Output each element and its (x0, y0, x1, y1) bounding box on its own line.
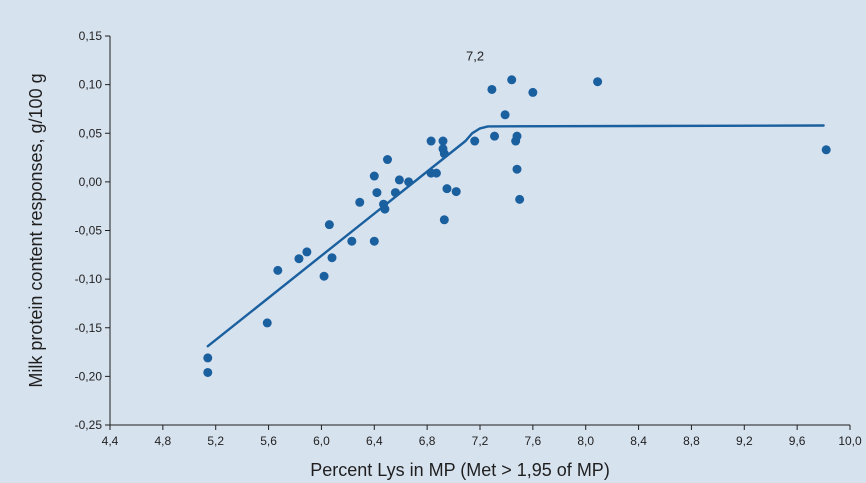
data-point (512, 164, 522, 174)
x-tick-label: 10,0 (838, 434, 862, 448)
x-tick-label: 6,0 (313, 434, 330, 448)
x-tick-label: 7,2 (472, 434, 489, 448)
data-point (203, 353, 213, 363)
data-point (451, 187, 461, 197)
y-tick-label: -0,25 (75, 418, 103, 432)
x-axis-label: Percent Lys in MP (Met > 1,95 of MP) (310, 460, 610, 480)
data-point (593, 77, 603, 87)
data-point (327, 253, 337, 263)
data-point (383, 155, 392, 165)
data-point (273, 265, 283, 275)
data-point (442, 184, 452, 194)
data-point (390, 188, 400, 198)
x-tick-label: 9,6 (789, 434, 806, 448)
data-point (528, 87, 538, 97)
data-point (319, 271, 329, 281)
data-point (821, 145, 831, 155)
data-point (438, 136, 448, 146)
data-point (487, 84, 497, 94)
axes (109, 36, 850, 426)
data-point (507, 75, 517, 85)
y-ticks: 0,15 0,10 0,05 0,00 -0,05 -0,10 -0,15 -0,20 -0,2… (75, 29, 110, 432)
data-point (490, 131, 500, 141)
data-point (203, 367, 213, 377)
data-point (294, 254, 304, 264)
data-point (512, 131, 522, 141)
data-point (439, 215, 449, 225)
data-point (500, 110, 510, 120)
y-axis-label: Milk protein content responses, g/100 g (26, 73, 46, 387)
x-tick-label: 8,8 (683, 434, 700, 448)
x-tick-label: 6,4 (366, 434, 383, 448)
data-point (431, 168, 441, 178)
data-point (439, 149, 449, 159)
x-tick-label: 8,0 (577, 434, 594, 448)
data-point (262, 318, 272, 328)
y-tick-label: -0,20 (75, 369, 103, 383)
x-tick-label: 4,8 (155, 434, 172, 448)
y-tick-label: -0,15 (75, 321, 103, 335)
data-point (369, 171, 379, 181)
fit-line-group (206, 124, 825, 348)
data-point (324, 220, 334, 230)
data-point (404, 177, 414, 187)
data-point (426, 136, 436, 146)
x-tick-label: 5,2 (207, 434, 224, 448)
x-tick-label: 7,6 (525, 434, 542, 448)
x-tick-label: 5,6 (260, 434, 277, 448)
x-ticks: 4,4 4,8 5,2 5,6 6,0 6,4 6,8 7,2 7,6 8,0 8,4 8,8 9,2 9… (102, 425, 862, 448)
data-point (369, 236, 379, 246)
data-point (394, 175, 404, 185)
x-tick-label: 6,8 (419, 434, 436, 448)
fit-line (206, 124, 825, 348)
data-point (302, 247, 312, 257)
y-tick-label: 0,05 (79, 126, 103, 140)
data-point (470, 136, 480, 146)
y-tick-label: 0,00 (79, 175, 103, 189)
annotation-label: 7,2 (466, 48, 484, 63)
data-points (203, 75, 831, 377)
data-point (380, 204, 390, 214)
y-tick-label: -0,10 (75, 272, 103, 286)
y-tick-label: 0,15 (79, 29, 103, 43)
x-tick-label: 4,4 (102, 434, 119, 448)
y-tick-label: 0,10 (79, 78, 103, 92)
x-tick-label: 8,4 (630, 434, 647, 448)
data-point (515, 194, 525, 204)
y-tick-label: -0,05 (75, 224, 103, 238)
data-point (355, 197, 365, 207)
data-point (347, 236, 357, 246)
x-tick-label: 9,2 (736, 434, 753, 448)
data-point (372, 188, 382, 198)
